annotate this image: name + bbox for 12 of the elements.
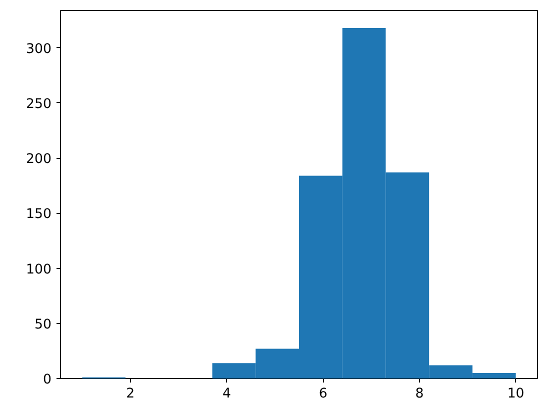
y-tick-label: 250	[26, 96, 52, 112]
y-tick-label: 150	[26, 207, 52, 222]
y-tick-label: 50	[34, 317, 52, 332]
x-tick-label: 8	[415, 386, 424, 402]
y-tick-label: 300	[26, 42, 52, 57]
x-tick-label: 4	[222, 386, 231, 402]
x-tick-label: 6	[318, 386, 328, 402]
y-tick-label: 100	[26, 262, 52, 278]
x-tick-label: 10	[507, 386, 524, 402]
x-tick-label: 2	[126, 386, 135, 402]
y-tick-label: 200	[26, 152, 52, 168]
y-tick-label: 0	[43, 372, 52, 388]
